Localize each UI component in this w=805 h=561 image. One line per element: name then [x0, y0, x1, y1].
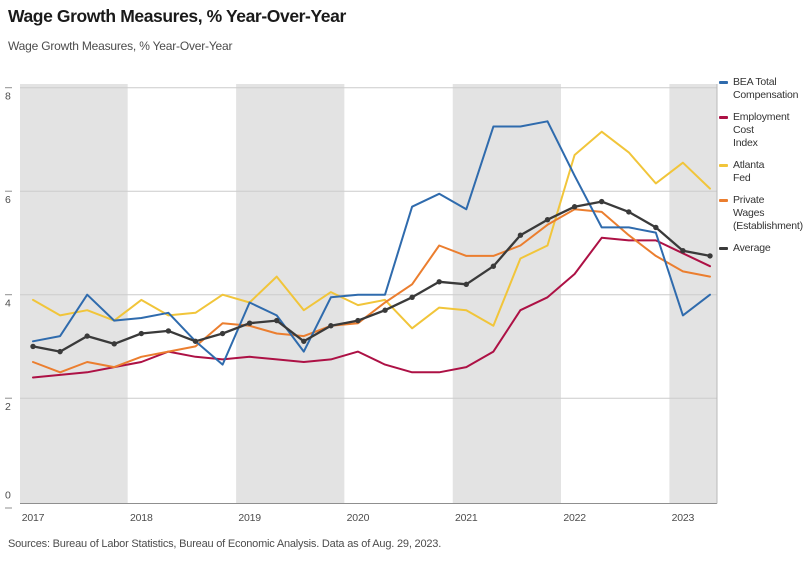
marker-average-2021-Q3	[517, 232, 524, 238]
legend-label-private-wages-establishment: Private Wages (Establishment)	[733, 194, 803, 232]
x-tick-label-2020: 2020	[347, 512, 370, 524]
x-tick-label-2021: 2021	[455, 512, 478, 524]
marker-average-2018-Q3	[192, 338, 199, 344]
series-line-average	[31, 200, 712, 353]
year-band-2022	[561, 84, 670, 504]
year-band-2023	[669, 84, 717, 504]
marker-average-2020-Q2	[382, 307, 388, 313]
series-line-employment-cost-index	[32, 236, 711, 379]
legend-item-bea-total-compensation: BEA Total Compensation	[719, 76, 805, 102]
marker-average-2021-Q2	[490, 263, 497, 269]
marker-average-2021-Q1	[463, 281, 469, 288]
series-line-bea-total-compensation	[32, 120, 711, 366]
series-markers-average	[30, 198, 713, 355]
y-tick-label-4: 4	[5, 298, 11, 310]
marker-average-2017-Q3	[84, 333, 90, 339]
legend-item-employment-cost-index: Employment Cost Index	[719, 111, 805, 150]
marker-average-2021-Q4	[544, 216, 551, 223]
marker-average-2017-Q2	[57, 348, 63, 355]
legend-item-atlanta-fed: Atlanta Fed	[719, 159, 805, 185]
source-note: Sources: Bureau of Labor Statistics, Bur…	[8, 538, 442, 550]
marker-average-2020-Q4	[436, 279, 442, 285]
y-tick-label-8: 8	[5, 91, 11, 103]
legend-label-average: Average	[733, 242, 771, 254]
legend-label-atlanta-fed: Atlanta Fed	[733, 159, 765, 184]
marker-average-2019-Q3	[301, 338, 307, 344]
legend-dash-icon-employment-cost-index	[719, 116, 728, 119]
year-band-2017	[20, 84, 128, 504]
chart-legend: BEA Total Compensation Employment Cost Index…	[719, 76, 805, 264]
marker-average-2023-Q1	[680, 248, 686, 254]
marker-average-2019-Q1	[246, 320, 253, 326]
marker-average-2018-Q1	[138, 330, 145, 337]
x-tick-label-2017: 2017	[22, 512, 45, 524]
page-title: Wage Growth Measures, % Year-Over-Year	[8, 6, 346, 26]
year-band-2018	[127, 84, 237, 504]
legend-item-private-wages-establishment: Private Wages (Establishment)	[719, 194, 805, 233]
series-line-atlanta-fed	[32, 130, 711, 330]
marker-average-2018-Q4	[219, 330, 226, 337]
marker-average-2017-Q1	[30, 343, 36, 350]
y-tick-label-2: 2	[5, 401, 11, 413]
wage-growth-line-chart: 0 2 4 6 8 2017 2018 2019 2020 2021 2022 2023	[5, 84, 718, 524]
legend-label-employment-cost-index: Employment Cost Index	[733, 111, 790, 149]
legend-dash-icon-bea-total-compensation	[719, 81, 728, 84]
marker-average-2018-Q2	[165, 328, 172, 334]
marker-average-2022-Q2	[598, 198, 605, 205]
plot-area: 0 2 4 6 8 2017 2018 2019 2020 2021 2022 2023	[0, 70, 805, 536]
marker-average-2022-Q1	[571, 204, 578, 210]
series-line-private-wages-establishment	[32, 208, 711, 374]
y-tick-label-0: 0	[5, 490, 11, 502]
legend-dash-icon-private-wages-establishment	[719, 199, 728, 202]
marker-average-2017-Q4	[111, 341, 117, 347]
marker-average-2020-Q1	[355, 317, 361, 324]
marker-average-2019-Q2	[274, 317, 280, 324]
legend-label-bea-total-compensation: BEA Total Compensation	[733, 76, 799, 101]
x-tick-label-2018: 2018	[130, 512, 153, 524]
x-tick-label-2023: 2023	[672, 512, 695, 524]
marker-average-2022-Q4	[653, 224, 659, 231]
marker-average-2019-Q4	[328, 323, 334, 329]
marker-average-2023-Q2	[707, 253, 713, 259]
legend-dash-icon-atlanta-fed	[719, 164, 728, 167]
x-tick-label-2019: 2019	[238, 512, 261, 524]
marker-average-2022-Q3	[626, 209, 632, 215]
marker-average-2020-Q3	[409, 294, 415, 300]
y-tick-label-6: 6	[5, 194, 11, 206]
legend-dash-icon-average	[719, 247, 728, 250]
legend-item-average: Average	[719, 242, 805, 255]
chart-subtitle: Wage Growth Measures, % Year-Over-Year	[8, 39, 233, 53]
x-tick-label-2022: 2022	[563, 512, 586, 524]
